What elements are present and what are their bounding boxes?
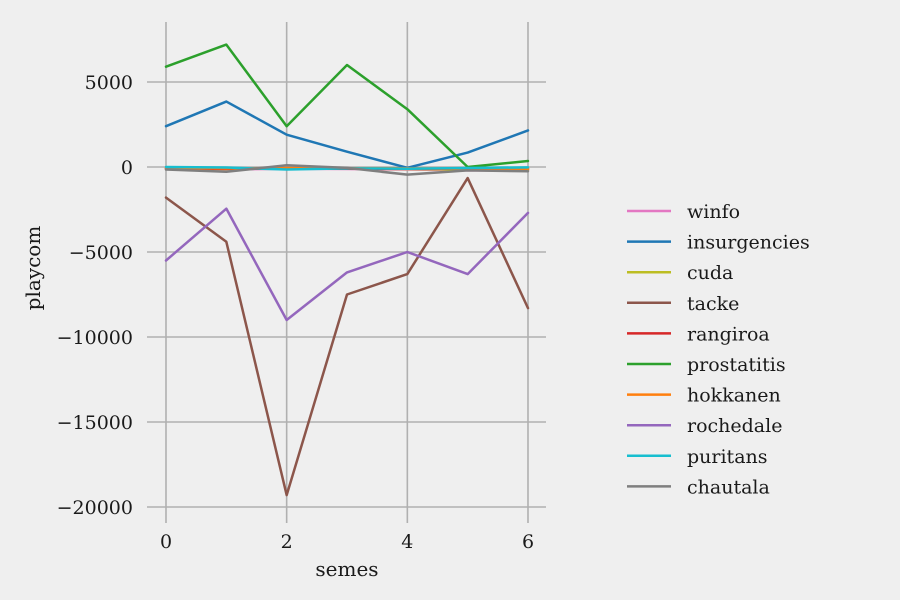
legend-label-tacke: tacke <box>687 293 739 315</box>
legend-label-hokkanen: hokkanen <box>687 385 781 407</box>
x-tick-label: 2 <box>281 531 293 553</box>
legend-label-chautala: chautala <box>687 476 770 498</box>
legend-label-insurgencies: insurgencies <box>687 232 810 254</box>
legend-label-rangiroa: rangiroa <box>687 323 770 345</box>
series-line-insurgencies <box>164 100 530 170</box>
series-line-chautala <box>164 164 530 176</box>
y-axis-label: playcom <box>21 226 45 311</box>
y-axis-ticks: 5000 0 −5000 −10000 −15000 −20000 <box>57 72 133 519</box>
x-axis-ticks: 0 2 4 6 <box>160 531 534 553</box>
series-line-prostatitis <box>164 43 530 169</box>
series-line-rochedale <box>164 207 530 322</box>
legend: winfo insurgencies cuda tacke rangiroa prosta… <box>627 201 810 498</box>
series-lines <box>164 43 530 497</box>
y-tick-label: −5000 <box>69 242 133 264</box>
x-tick-label: 4 <box>401 531 413 553</box>
legend-label-puritans: puritans <box>687 446 768 468</box>
y-tick-label: −15000 <box>57 412 133 434</box>
legend-label-winfo: winfo <box>687 201 740 223</box>
legend-label-cuda: cuda <box>687 262 733 284</box>
y-tick-label: −20000 <box>57 497 133 519</box>
y-tick-label: 0 <box>121 157 133 179</box>
series-line-tacke <box>164 176 530 497</box>
y-tick-label: 5000 <box>85 72 133 94</box>
legend-label-rochedale: rochedale <box>687 415 782 437</box>
x-tick-label: 6 <box>522 531 534 553</box>
y-tick-label: −10000 <box>57 327 133 349</box>
x-axis-label: semes <box>315 557 378 581</box>
x-tick-label: 0 <box>160 531 172 553</box>
legend-label-prostatitis: prostatitis <box>687 354 786 376</box>
